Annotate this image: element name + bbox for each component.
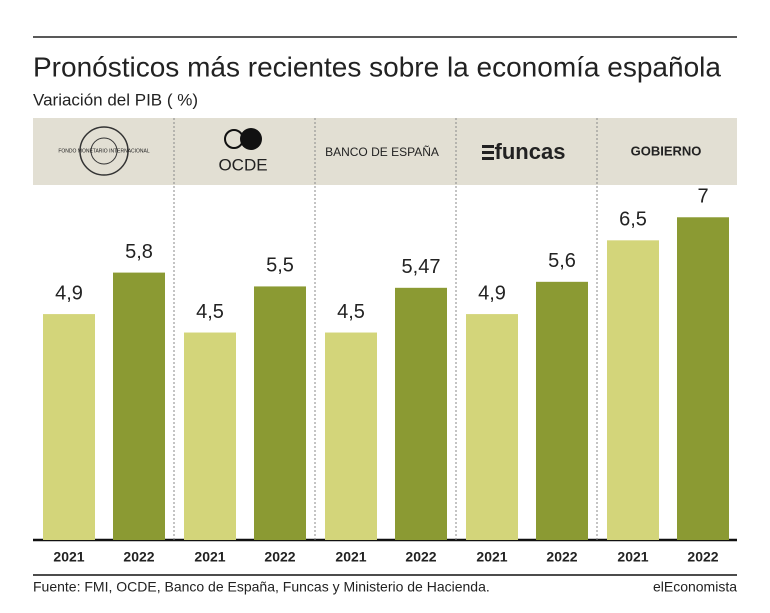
category-label: funcas [495,139,566,164]
value-label: 4,9 [478,282,506,304]
funcas-icon [482,157,494,160]
x-tick-label: 2022 [687,549,718,565]
bar [677,217,729,541]
x-tick-label: 2022 [405,549,436,565]
funcas-icon [482,151,494,154]
oecd-dot [240,128,262,150]
value-label: 5,6 [548,250,576,272]
category-label: BANCO DE ESPAÑA [325,145,439,159]
bar [184,332,236,540]
bar [254,286,306,540]
value-label: 4,5 [196,301,224,323]
x-tick-label: 2022 [264,549,295,565]
x-tick-label: 2021 [335,549,366,565]
category-label: OCDE [218,155,267,174]
bar [607,240,659,540]
bar [395,287,447,540]
value-label: 5,47 [402,256,441,278]
category-label: GOBIERNO [631,143,702,158]
bar [325,332,377,540]
x-tick-label: 2021 [476,549,507,565]
bar [113,272,165,540]
value-label: 4,9 [55,282,83,304]
brand: elEconomista [653,579,737,595]
value-label: 4,5 [337,301,365,323]
category-label: FONDO MONETARIO INTERNACIONAL [58,148,150,154]
value-label: 5,8 [125,241,153,263]
value-label: 5,5 [266,255,294,277]
x-tick-label: 2022 [546,549,577,565]
chart-title: Pronósticos más recientes sobre la econo… [33,51,721,82]
funcas-icon [482,145,494,148]
chart-subtitle: Variación del PIB ( %) [33,90,198,109]
bar [43,314,95,540]
x-tick-label: 2021 [194,549,225,565]
x-tick-label: 2021 [617,549,648,565]
x-tick-label: 2021 [53,549,84,565]
source: Fuente: FMI, OCDE, Banco de España, Func… [33,579,490,595]
imf-logo [79,126,129,176]
logos [79,126,494,176]
imf-logo-inner [90,137,118,165]
x-tick-label: 2022 [123,549,154,565]
value-label: 6,5 [619,209,647,231]
bar [466,314,518,540]
value-label: 7 [697,186,708,208]
header-band [33,118,737,185]
bar [536,281,588,540]
